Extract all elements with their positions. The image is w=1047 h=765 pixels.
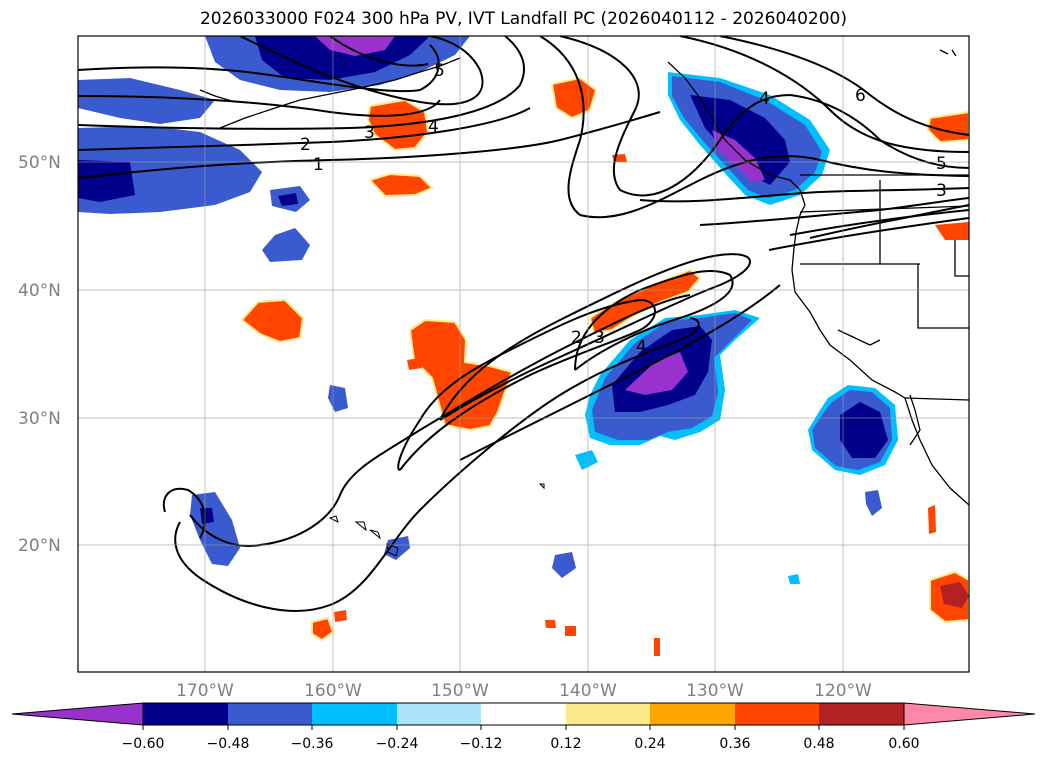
map-area — [78, 36, 969, 672]
colorbar-segment — [903, 702, 1036, 726]
colorbar: −0.60 −0.48 −0.36 −0.24 −0.12 0.12 0.24 … — [11, 702, 1036, 752]
negative-pc-region-small-blobs — [190, 186, 882, 584]
pv-contour-labels: 5 4 3 2 1 4 6 5 3 2 3 4 — [300, 61, 947, 357]
pv-contour-label: 2 — [300, 135, 311, 155]
colorbar-segment — [735, 703, 819, 725]
lat-label-50n: 50°N — [18, 153, 61, 173]
colorbar-segment — [397, 703, 481, 725]
lon-label-130w: 130°W — [686, 681, 744, 701]
pv-contour-label: 1 — [313, 155, 324, 175]
lon-label-120w: 120°W — [814, 681, 872, 701]
colorbar-tick-label: 0.48 — [803, 736, 834, 752]
colorbar-segment — [566, 703, 650, 725]
pv-contour-label: 5 — [936, 154, 947, 174]
pv-contour-label: 4 — [636, 337, 647, 357]
pv-contour-label: 3 — [936, 181, 947, 201]
pv-contour-label: 5 — [434, 61, 445, 81]
pv-contour-label: 3 — [594, 328, 605, 348]
pv-contour-label: 2 — [571, 328, 582, 348]
lon-label-150w: 150°W — [431, 681, 489, 701]
colorbar-tick-label: −0.24 — [376, 736, 419, 752]
lat-label-20n: 20°N — [18, 536, 61, 556]
lon-label-170w: 170°W — [176, 681, 234, 701]
lon-label-140w: 140°W — [559, 681, 617, 701]
negative-pc-region-central — [585, 310, 760, 445]
map-title: 2026033000 F024 300 hPa PV, IVT Landfall… — [199, 9, 847, 29]
pv-contour-label: 6 — [855, 86, 866, 106]
colorbar-segment — [228, 703, 312, 725]
pv-contour-label: 4 — [759, 89, 770, 109]
map-frame — [77, 35, 970, 673]
colorbar-segment — [11, 702, 144, 726]
coastlines — [199, 49, 969, 506]
colorbar-tick-label: 0.36 — [719, 736, 750, 752]
positive-pc-regions — [240, 76, 969, 656]
longitude-labels: 170°W 160°W 150°W 140°W 130°W 120°W — [176, 681, 872, 701]
colorbar-segment — [143, 703, 228, 725]
latitude-labels: 50°N 40°N 30°N 20°N — [18, 153, 61, 556]
gridlines — [78, 36, 969, 672]
pv-contour-label: 3 — [364, 123, 375, 143]
colorbar-tick-label: −0.36 — [291, 736, 334, 752]
colorbar-segment — [819, 703, 904, 725]
colorbar-tick-label: 0.24 — [634, 736, 665, 752]
lon-label-160w: 160°W — [304, 681, 362, 701]
colorbar-tick-label: −0.60 — [122, 736, 165, 752]
colorbar-segment — [481, 703, 566, 725]
pv-contour-label: 4 — [428, 117, 439, 137]
negative-pc-region-socal — [808, 385, 898, 475]
colorbar-tick-label: 0.12 — [550, 736, 581, 752]
lat-label-30n: 30°N — [18, 409, 61, 429]
colorbar-tick-label: 0.60 — [888, 736, 919, 752]
colorbar-tick-label: −0.12 — [460, 736, 503, 752]
colorbar-segment — [650, 703, 735, 725]
colorbar-segment — [312, 703, 397, 725]
colorbar-tick-label: −0.48 — [207, 736, 250, 752]
lat-label-40n: 40°N — [18, 281, 61, 301]
